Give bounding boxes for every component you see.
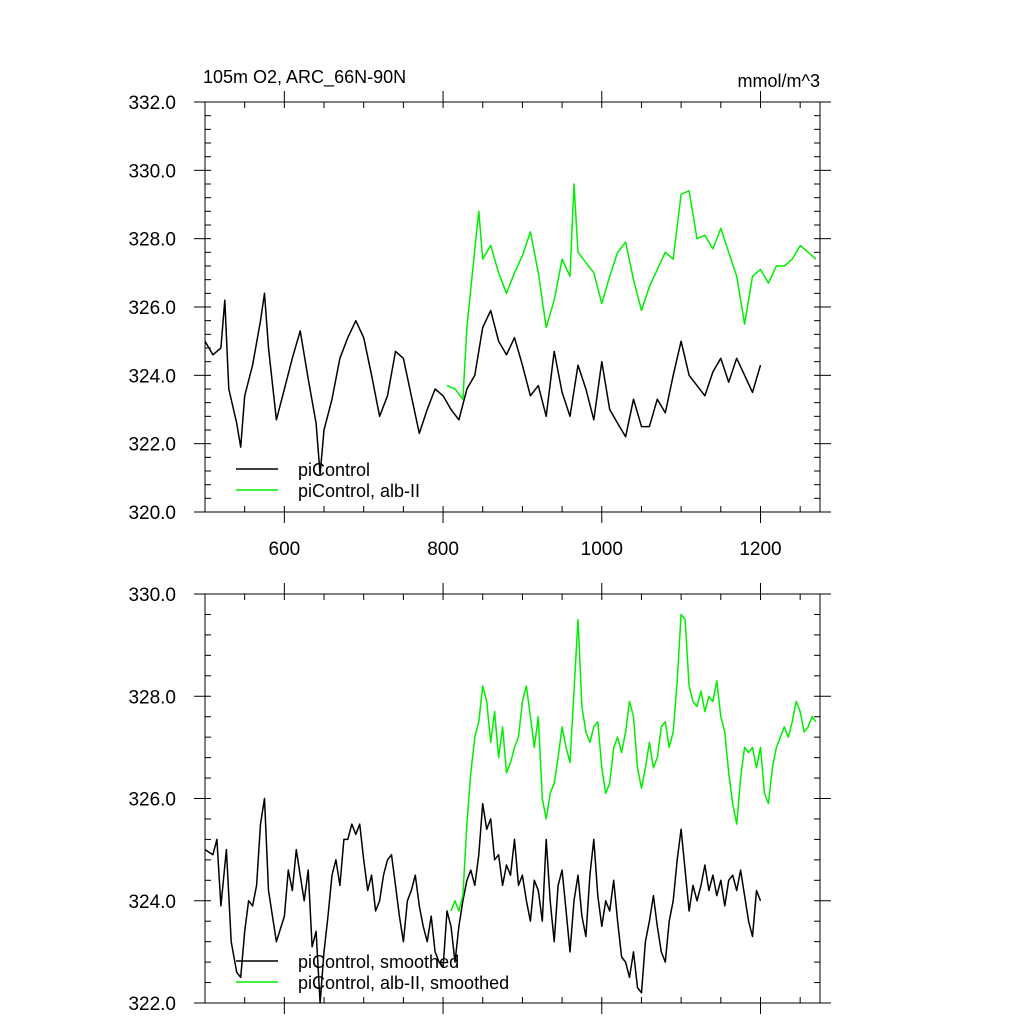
legend-label-picontrol: piControl xyxy=(298,460,370,480)
x-tick-label: 600 xyxy=(269,539,301,560)
y-tick-label: 330.0 xyxy=(128,161,176,182)
series-line-picontrol xyxy=(204,797,762,1004)
y-tick-label: 324.0 xyxy=(128,366,176,387)
y-tick-label: 330.0 xyxy=(128,585,176,606)
y-tick-label: 326.0 xyxy=(128,298,176,319)
y-tick-label: 320.0 xyxy=(128,503,176,524)
y-tick-label: 322.0 xyxy=(128,435,176,456)
legend-label-alb-smoothed: piControl, alb-II, smoothed xyxy=(298,973,509,993)
top-axes: 600 800 1000 1200 320.0 322.0 324.0 326.0 328.0 3… xyxy=(128,91,831,560)
y-tick-label: 328.0 xyxy=(128,687,176,708)
series-line-picontrol xyxy=(204,292,762,476)
y-tick-label: 326.0 xyxy=(128,790,176,811)
top-legend: piControl piControl, alb-II xyxy=(236,460,420,501)
x-tick-label: 800 xyxy=(427,539,459,560)
series-line-alb-ii xyxy=(446,183,817,400)
y-tick-label: 328.0 xyxy=(128,230,176,251)
bottom-series-group xyxy=(204,613,817,1004)
y-tick-label: 332.0 xyxy=(128,93,176,114)
bottom-panel: 322.0 324.0 326.0 328.0 330.0 piControl, smo… xyxy=(128,583,831,1015)
series-line-alb-ii xyxy=(450,613,817,912)
bottom-legend: piControl, smoothed piControl, alb-II, s… xyxy=(236,952,509,993)
units-label: mmol/m^3 xyxy=(738,71,820,91)
y-tick-label: 322.0 xyxy=(128,994,176,1015)
top-panel: 105m O2, ARC_66N-90N mmol/m^3 600 800 1000… xyxy=(128,67,831,560)
top-series-group xyxy=(204,183,817,476)
y-tick-label: 324.0 xyxy=(128,892,176,913)
legend-label-picontrol-smoothed: piControl, smoothed xyxy=(298,952,459,972)
plot-frame xyxy=(204,101,821,513)
chart-title: 105m O2, ARC_66N-90N xyxy=(203,67,406,88)
bottom-axes: 322.0 324.0 326.0 328.0 330.0 xyxy=(128,583,831,1015)
x-tick-label: 1000 xyxy=(581,539,623,560)
plot-frame xyxy=(204,593,821,1004)
x-tick-label: 1200 xyxy=(739,539,781,560)
legend-label-alb: piControl, alb-II xyxy=(298,481,420,501)
